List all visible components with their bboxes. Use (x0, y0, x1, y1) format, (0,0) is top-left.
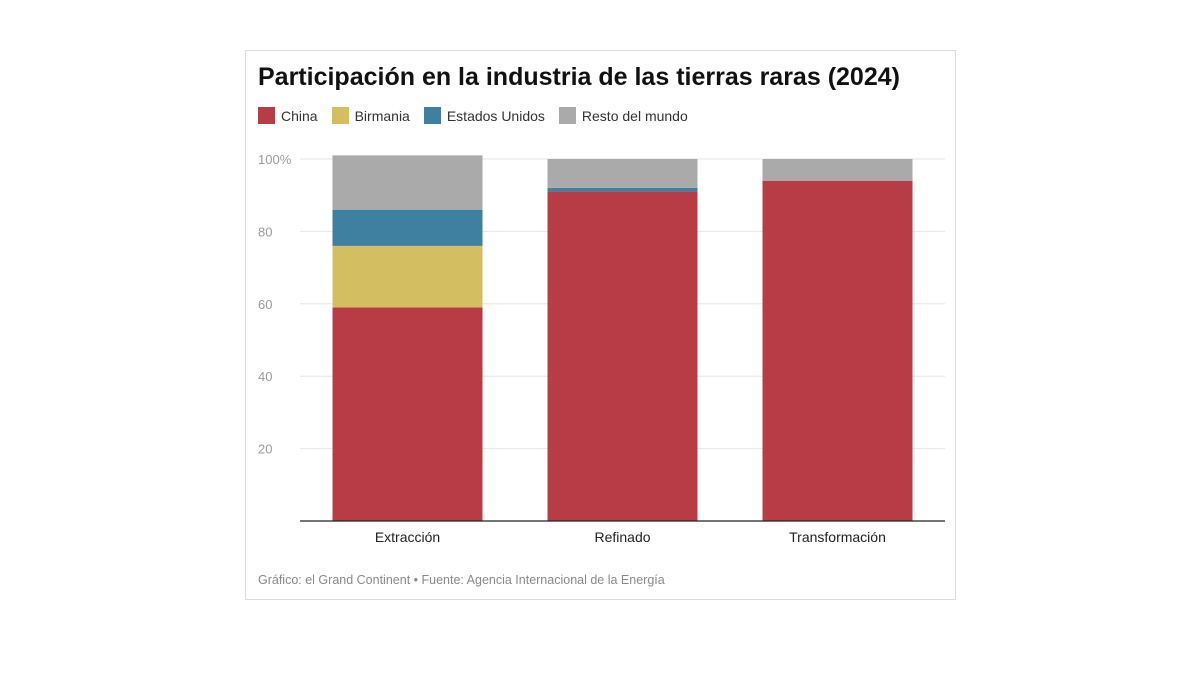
y-tick-label: 100% (258, 152, 292, 167)
bar-segment-0-2 (332, 209, 483, 246)
legend-item-2: Estados Unidos (423, 107, 545, 124)
bar-segment-0-0 (332, 307, 483, 521)
legend-swatch (423, 107, 441, 124)
x-tick-label: Refinado (594, 529, 650, 545)
chart-card: Participación en la industria de las tie… (245, 50, 956, 600)
bar-segment-1-3 (547, 159, 698, 188)
legend-swatch (558, 107, 576, 124)
legend-item-0: China (258, 107, 318, 124)
bar-segment-1-0 (547, 191, 698, 521)
y-tick-label: 20 (258, 442, 272, 457)
legend-item-1: Birmania (331, 107, 410, 124)
legend-label: China (281, 107, 318, 124)
y-tick-label: 60 (258, 297, 272, 312)
legend-item-3: Resto del mundo (558, 107, 688, 124)
y-tick-label: 80 (258, 224, 272, 239)
x-tick-label: Transformación (789, 529, 886, 545)
bar-segment-1-2 (547, 187, 698, 192)
y-tick-label: 40 (258, 369, 272, 384)
chart-legend: China Birmania Estados Unidos Resto del mun… (258, 107, 702, 124)
legend-label: Resto del mundo (581, 107, 688, 124)
bar-segment-2-3 (762, 159, 913, 181)
bar-segment-0-3 (332, 155, 483, 210)
chart-title: Participación en la industria de las tie… (258, 63, 900, 91)
stacked-bar-chart: 20 40 60 80 100% Extracción Refinado Transforma… (258, 152, 945, 545)
x-tick-label: Extracción (375, 529, 440, 545)
legend-label: Birmania (354, 107, 410, 124)
bar-segment-0-1 (332, 245, 483, 308)
bar-segment-2-0 (762, 180, 913, 521)
legend-swatch (331, 107, 349, 124)
chart-source: Gráfico: el Grand Continent • Fuente: Ag… (258, 573, 665, 587)
legend-label: Estados Unidos (446, 107, 545, 124)
legend-swatch (258, 107, 275, 124)
